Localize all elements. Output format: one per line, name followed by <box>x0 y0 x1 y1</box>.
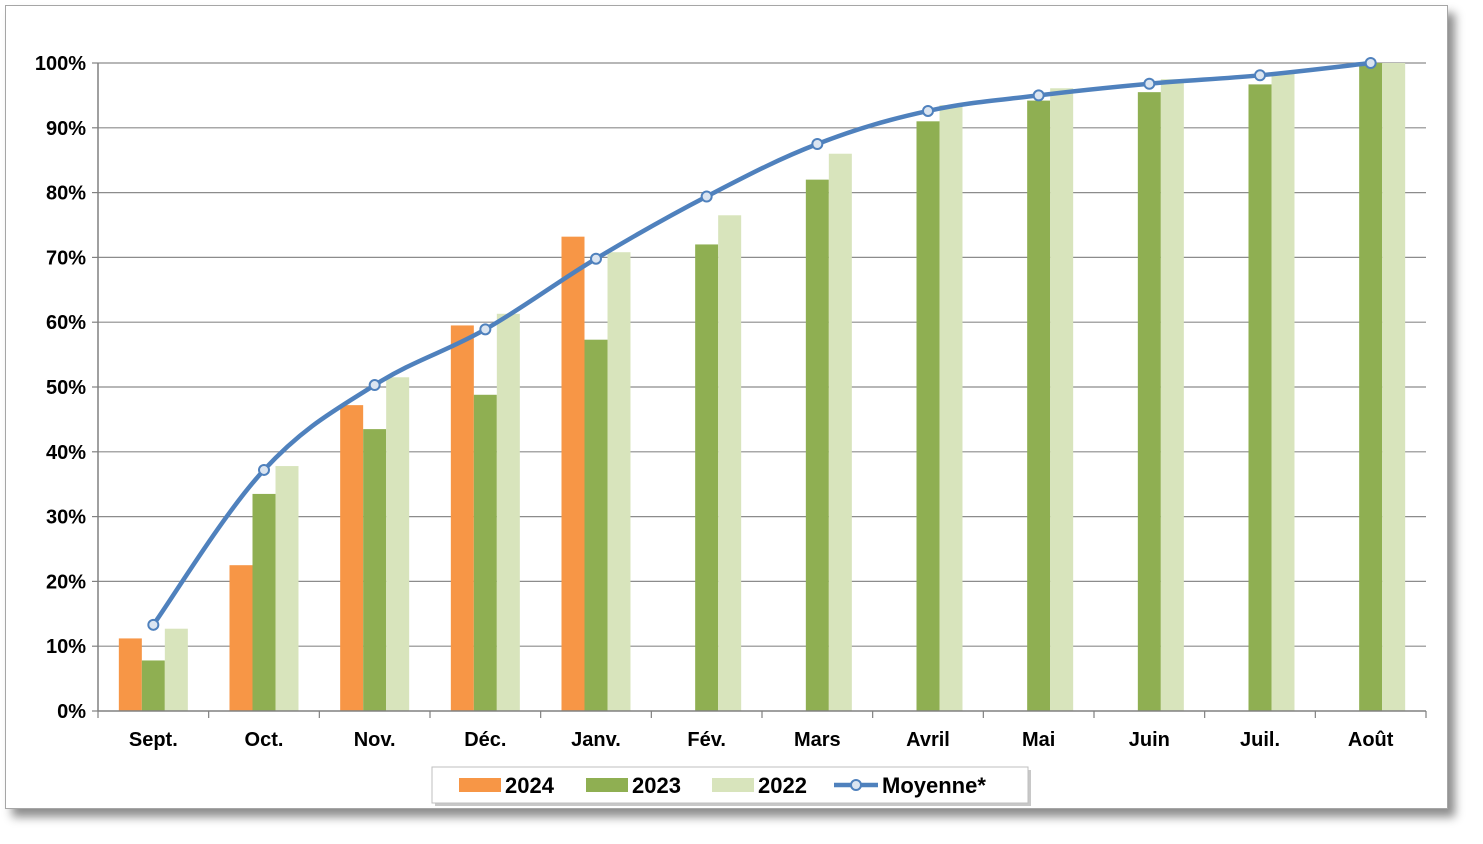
bar-2023-Sept. <box>141 660 165 711</box>
x-tick-label: Sept. <box>129 729 178 751</box>
x-tick-label: Juil. <box>1240 729 1280 751</box>
legend-label-2024: 2024 <box>505 773 555 798</box>
bar-2024-Sept. <box>118 638 142 711</box>
legend-swatch-2022 <box>712 778 754 792</box>
y-tick-label: 60% <box>46 312 86 334</box>
bar-2023-Août <box>1359 63 1383 711</box>
bar-2022-Sept. <box>164 628 188 711</box>
x-tick-label: Nov. <box>354 729 396 751</box>
bar-2022-Déc. <box>496 313 520 711</box>
line-Moyenne* <box>151 60 1371 627</box>
bar-2023-Déc. <box>473 394 497 711</box>
legend-swatch-2023 <box>586 778 628 792</box>
legend-swatch-marker <box>850 779 862 791</box>
bar-2023-Oct. <box>252 493 276 711</box>
bar-2023-Juin <box>1137 92 1161 711</box>
bar-2024-Déc. <box>450 325 474 711</box>
bar-2022-Oct. <box>275 466 299 711</box>
x-tick-label: Oct. <box>245 729 284 751</box>
y-tick-label: 100% <box>35 53 86 75</box>
x-tick-label: Janv. <box>571 729 621 751</box>
line-point-Avril <box>922 104 934 117</box>
y-tick-label: 50% <box>46 377 86 399</box>
chart-frame: 0% 10% 20% 30% 40% 50% 60% 70% 80% 90% 100% Sept. Oc… <box>5 5 1448 809</box>
x-tick-label: Mai <box>1022 729 1055 751</box>
line-point-Oct. <box>258 463 270 476</box>
bar-2024-Janv. <box>561 236 585 711</box>
legend-swatch-2024 <box>459 778 501 792</box>
x-tick-label: Juin <box>1129 729 1170 751</box>
x-tick-label: Août <box>1348 729 1394 751</box>
bar-2024-Oct. <box>229 565 253 711</box>
bar-2022-Avril <box>939 105 963 712</box>
x-tick-label: Mars <box>794 729 841 751</box>
bar-2022-Mai <box>1050 88 1074 712</box>
legend-label-2022: 2022 <box>758 773 807 798</box>
legend-label-moyenne: Moyenne* <box>882 773 986 798</box>
y-tick-label: 80% <box>46 183 86 205</box>
y-tick-label: 0% <box>57 701 86 723</box>
line-point-Déc. <box>479 323 492 336</box>
bar-2022-Juil. <box>1271 72 1295 712</box>
bar-2023-Juil. <box>1248 84 1272 711</box>
bar-2023-Janv. <box>584 339 608 711</box>
bar-2022-Janv. <box>607 252 631 711</box>
line-point-Fév. <box>700 190 713 203</box>
legend: 2024 2023 2022 Moyenne* <box>431 766 1031 806</box>
bar-2023-Fév. <box>695 244 719 711</box>
legend-label-2023: 2023 <box>632 773 681 798</box>
bar-2023-Avril <box>916 121 940 711</box>
bar-2023-Mai <box>1027 100 1051 712</box>
line-point-Août <box>1364 57 1377 69</box>
line-point-Juin <box>1143 77 1156 90</box>
bar-2022-Juin <box>1160 79 1184 711</box>
bar-2022-Mars <box>828 153 852 712</box>
bar-2023-Nov. <box>363 429 387 711</box>
line-point-Janv. <box>590 252 602 265</box>
y-tick-label: 90% <box>46 118 86 140</box>
x-tick-label: Déc. <box>464 729 506 751</box>
bar-2022-Nov. <box>386 377 410 711</box>
line-point-Mai <box>1032 89 1045 102</box>
y-tick-label: 40% <box>46 442 86 464</box>
line-point-Nov. <box>368 379 381 392</box>
x-tick-label: Avril <box>906 729 950 751</box>
bar-2022-Août <box>1382 63 1406 711</box>
y-tick-label: 10% <box>46 636 86 658</box>
line-point-Sept. <box>147 618 160 631</box>
line-point-Juil. <box>1254 69 1266 82</box>
line-point-Mars <box>811 138 824 150</box>
bar-2024-Nov. <box>340 405 364 711</box>
x-tick-label: Fév. <box>687 729 726 751</box>
y-tick-label: 20% <box>46 571 86 593</box>
y-tick-label: 70% <box>46 247 86 269</box>
bar-2023-Mars <box>805 179 829 711</box>
y-tick-label: 30% <box>46 507 86 529</box>
bar-2022-Fév. <box>718 215 742 711</box>
chart-svg: 0% 10% 20% 30% 40% 50% 60% 70% 80% 90% 100% Sept. Oc… <box>35 53 1427 806</box>
